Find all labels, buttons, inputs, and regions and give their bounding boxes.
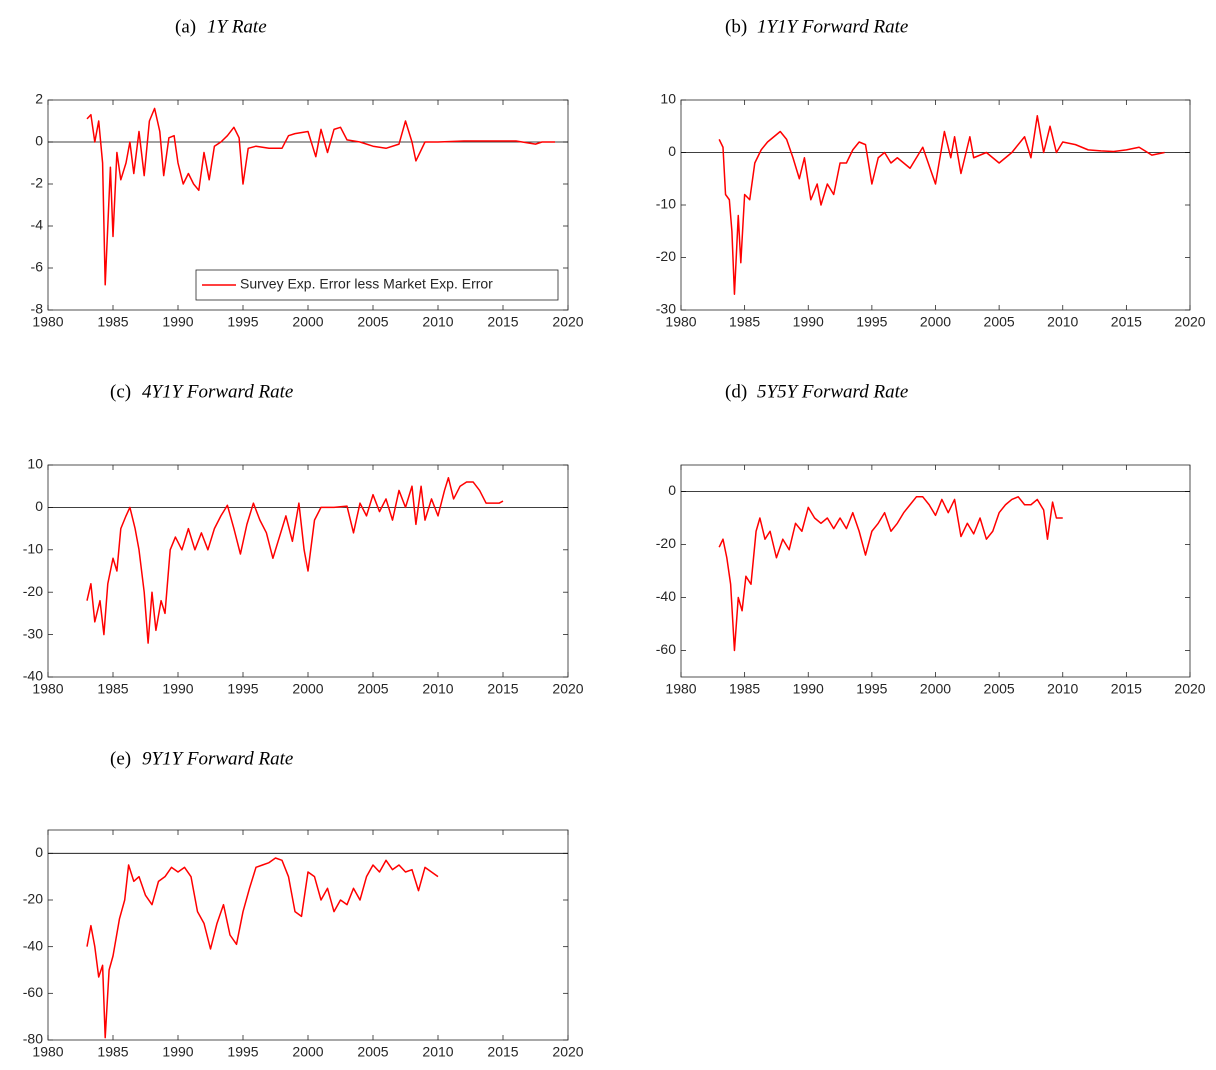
plot-area (680, 464, 1191, 678)
x-tick-label: 1980 (32, 681, 63, 697)
x-tick-label: 1995 (227, 1044, 258, 1060)
x-tick-label: 2005 (357, 1044, 388, 1060)
panel-title: 9Y1Y Forward Rate (142, 748, 293, 769)
x-tick-label: 2000 (920, 314, 951, 330)
legend-box (195, 269, 559, 301)
x-tick-label: 2010 (1047, 314, 1078, 330)
y-tick-label: -10 (656, 196, 676, 212)
panel-title: 1Y1Y Forward Rate (757, 16, 908, 37)
x-tick-label: 2015 (487, 681, 518, 697)
x-tick-label: 1995 (856, 314, 887, 330)
y-tick-label: 0 (668, 482, 676, 498)
data-line (86, 476, 504, 644)
panel-label: (b) (725, 16, 747, 37)
plot-area (680, 99, 1191, 311)
x-tick-label: 2010 (422, 1044, 453, 1060)
panel-title: 1Y Rate (207, 16, 267, 37)
panel-label: (c) (110, 381, 131, 402)
x-tick-label: 2020 (552, 681, 583, 697)
y-tick-label: 0 (668, 143, 676, 159)
x-tick-label: 1985 (729, 314, 760, 330)
data-line (86, 107, 555, 286)
y-tick-label: -30 (23, 625, 43, 641)
y-tick-label: 0 (35, 844, 43, 860)
y-tick-label: 10 (27, 456, 43, 472)
x-tick-label: 1985 (97, 681, 128, 697)
y-tick-label: 10 (660, 91, 676, 107)
x-tick-label: 2000 (920, 681, 951, 697)
x-tick-label: 2020 (1174, 681, 1205, 697)
x-tick-label: 1990 (793, 681, 824, 697)
y-tick-label: -20 (23, 891, 43, 907)
x-tick-label: 1985 (97, 1044, 128, 1060)
panel-label: (d) (725, 381, 747, 402)
x-tick-label: 1995 (856, 681, 887, 697)
y-tick-label: -20 (23, 583, 43, 599)
y-tick-label: -20 (656, 535, 676, 551)
x-tick-label: 2015 (487, 1044, 518, 1060)
y-tick-label: -10 (23, 541, 43, 557)
x-tick-label: 2010 (422, 314, 453, 330)
y-tick-label: -40 (656, 588, 676, 604)
x-tick-label: 2020 (552, 314, 583, 330)
data-line (718, 115, 1165, 295)
x-tick-label: 1985 (729, 681, 760, 697)
y-tick-label: 2 (35, 91, 43, 107)
x-tick-label: 1990 (793, 314, 824, 330)
panel-title: 4Y1Y Forward Rate (142, 381, 293, 402)
x-tick-label: 2020 (1174, 314, 1205, 330)
y-tick-label: -80 (23, 1031, 43, 1047)
x-tick-label: 1980 (665, 314, 696, 330)
x-tick-label: 1990 (162, 681, 193, 697)
x-tick-label: 2005 (357, 681, 388, 697)
plot-area (47, 829, 569, 1041)
y-tick-label: -60 (23, 984, 43, 1000)
y-tick-label: -8 (31, 301, 44, 317)
x-tick-label: 2000 (292, 1044, 323, 1060)
x-tick-label: 2010 (1047, 681, 1078, 697)
x-tick-label: 2015 (1111, 681, 1142, 697)
y-tick-label: -2 (31, 175, 44, 191)
y-tick-label: -60 (656, 641, 676, 657)
panel-label: (e) (110, 748, 131, 769)
y-tick-label: 0 (35, 133, 43, 149)
x-tick-label: 1995 (227, 681, 258, 697)
data-line (86, 857, 439, 1039)
panel-label: (a) (175, 16, 196, 37)
x-tick-label: 1980 (32, 1044, 63, 1060)
data-line (718, 496, 1063, 652)
x-tick-label: 2020 (552, 1044, 583, 1060)
x-tick-label: 1985 (97, 314, 128, 330)
y-tick-label: -20 (656, 248, 676, 264)
legend-label: Survey Exp. Error less Market Exp. Error (240, 276, 493, 292)
x-tick-label: 1990 (162, 314, 193, 330)
y-tick-label: -40 (23, 937, 43, 953)
panel-title: 5Y5Y Forward Rate (757, 381, 908, 402)
x-tick-label: 2005 (984, 681, 1015, 697)
y-tick-label: -6 (31, 259, 44, 275)
x-tick-label: 1980 (32, 314, 63, 330)
y-tick-label: 0 (35, 498, 43, 514)
y-tick-label: -30 (656, 301, 676, 317)
x-tick-label: 2015 (487, 314, 518, 330)
x-tick-label: 1995 (227, 314, 258, 330)
x-tick-label: 1980 (665, 681, 696, 697)
x-tick-label: 2000 (292, 681, 323, 697)
x-tick-label: 2005 (357, 314, 388, 330)
y-tick-label: -4 (31, 217, 44, 233)
x-tick-label: 2005 (984, 314, 1015, 330)
x-tick-label: 2015 (1111, 314, 1142, 330)
y-tick-label: -40 (23, 668, 43, 684)
x-tick-label: 1990 (162, 1044, 193, 1060)
x-tick-label: 2010 (422, 681, 453, 697)
x-tick-label: 2000 (292, 314, 323, 330)
